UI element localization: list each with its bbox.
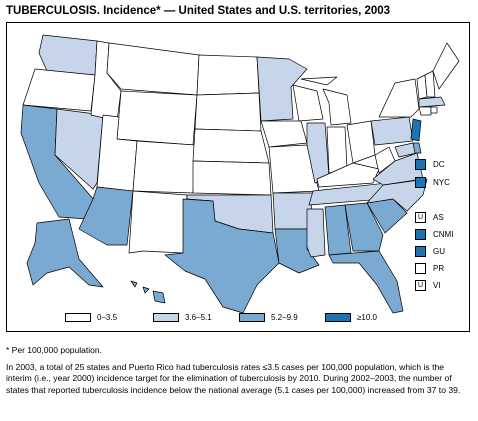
state-mt xyxy=(106,42,200,96)
state-tx xyxy=(164,198,280,314)
us-map xyxy=(20,34,460,314)
state-hi xyxy=(130,280,166,304)
map-title: TUBERCULOSIS. Incidence* — United States… xyxy=(6,5,391,17)
legend-swatch xyxy=(239,313,265,322)
state-wv xyxy=(374,146,396,174)
state-ks xyxy=(192,160,272,196)
territory-label: AS xyxy=(433,213,444,222)
legend-label: ≥10.0 xyxy=(357,313,377,322)
state-ga xyxy=(344,202,384,252)
state-ma xyxy=(418,96,446,108)
territory-swatch: U xyxy=(415,212,426,223)
territory-as: U AS xyxy=(415,212,444,223)
territory-label: DC xyxy=(433,160,445,169)
state-wi xyxy=(292,84,324,122)
state-de xyxy=(412,142,422,154)
territory-cnmi: CNMI xyxy=(415,229,453,240)
state-ne xyxy=(192,128,270,164)
state-ny xyxy=(378,78,420,118)
territory-label: GU xyxy=(433,247,445,256)
state-ky xyxy=(316,162,380,188)
footnote: * Per 100,000 population. xyxy=(6,345,102,355)
territory-label: PR xyxy=(433,264,445,273)
state-wy xyxy=(116,90,198,146)
territory-vi: U VI xyxy=(415,280,441,291)
state-mi xyxy=(300,76,352,126)
state-wa xyxy=(38,34,98,76)
territory-dc: DC xyxy=(415,159,445,170)
state-nh xyxy=(424,70,436,98)
state-nd xyxy=(196,54,260,96)
state-oh xyxy=(346,120,376,164)
territory-nyc: NYC xyxy=(415,177,450,188)
state-ia xyxy=(260,120,308,148)
territory-gu: GU xyxy=(415,246,445,257)
state-pa xyxy=(370,116,414,146)
state-ct xyxy=(418,106,432,116)
legend-swatch xyxy=(153,313,179,322)
state-nc xyxy=(366,178,428,212)
territory-pr: PR xyxy=(415,263,444,274)
state-fl xyxy=(328,250,404,314)
state-or xyxy=(22,68,96,112)
territory-swatch xyxy=(415,246,426,257)
state-ms xyxy=(306,208,326,258)
state-nj xyxy=(410,118,422,142)
legend-item-2: 5.2–9.9 xyxy=(239,313,298,322)
legend-label: 5.2–9.9 xyxy=(271,313,298,322)
legend-label: 0–3.5 xyxy=(97,313,118,322)
state-ri xyxy=(430,106,438,114)
legend-swatch xyxy=(65,313,91,322)
description-paragraph: In 2003, a total of 25 states and Puerto… xyxy=(6,362,461,395)
territory-swatch xyxy=(415,159,426,170)
legend-swatch xyxy=(325,313,351,322)
map-frame: DC NYC U AS CNMI GU PR U VI 0–3.5 3.6–5.… xyxy=(6,22,470,332)
territory-swatch xyxy=(415,263,426,274)
territory-label: VI xyxy=(433,281,441,290)
state-sd xyxy=(194,92,262,132)
legend-item-3: ≥10.0 xyxy=(325,313,377,322)
state-co xyxy=(132,140,196,194)
state-nm xyxy=(128,190,188,254)
legend-item-0: 0–3.5 xyxy=(65,313,117,322)
legend-item-1: 3.6–5.1 xyxy=(153,313,212,322)
territory-label: CNMI xyxy=(433,230,454,239)
territory-swatch: U xyxy=(415,280,426,291)
state-me xyxy=(432,42,460,90)
state-in xyxy=(326,126,348,174)
territory-swatch xyxy=(415,177,426,188)
state-ak xyxy=(26,218,104,288)
territory-swatch xyxy=(415,229,426,240)
territory-label: NYC xyxy=(433,178,450,187)
legend-label: 3.6–5.1 xyxy=(185,313,212,322)
